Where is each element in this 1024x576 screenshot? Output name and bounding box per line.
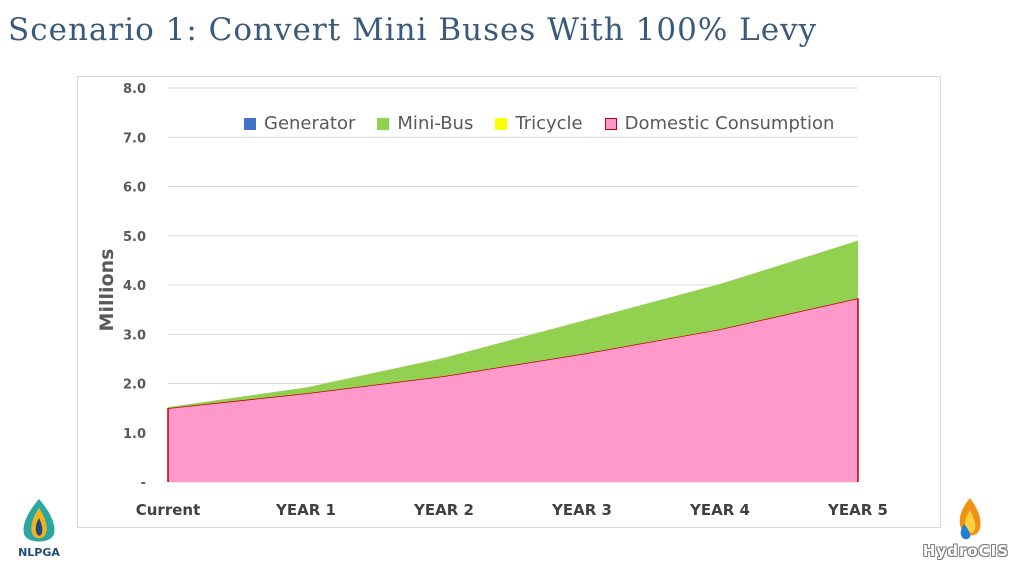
x-tick-label: YEAR 5 xyxy=(827,501,888,519)
legend-label-tricycle: Tricycle xyxy=(515,113,583,134)
chart-legend: Generator Mini-Bus Tricycle Domestic Con… xyxy=(244,113,834,134)
y-tick-label: 4.0 xyxy=(123,279,146,294)
y-tick-label: 3.0 xyxy=(123,328,146,343)
y-tick-label: 7.0 xyxy=(123,131,146,146)
hydrocis-logo-text: HydroCIS xyxy=(922,542,1010,560)
slide-title: Scenario 1: Convert Mini Buses With 100%… xyxy=(8,12,818,48)
y-axis-ticks: - 1.0 2.0 3.0 4.0 5.0 6.0 7.0 8.0 xyxy=(123,82,146,491)
flame-drop-icon xyxy=(23,499,55,542)
y-tick-label: 5.0 xyxy=(123,230,146,245)
legend-item-mini-bus: Mini-Bus xyxy=(377,113,473,134)
x-tick-label: YEAR 4 xyxy=(689,501,750,519)
y-tick-label: 6.0 xyxy=(123,181,146,196)
fire-drop-icon xyxy=(959,498,981,540)
x-tick-label: YEAR 2 xyxy=(413,501,474,519)
x-tick-label: YEAR 1 xyxy=(275,501,336,519)
legend-swatch-mini-bus xyxy=(377,117,390,130)
y-tick-label: - xyxy=(141,476,146,491)
area-mini-bus xyxy=(168,240,858,409)
area-domestic-consumption xyxy=(168,298,858,482)
legend-label-domestic-consumption: Domestic Consumption xyxy=(624,113,835,134)
y-axis-label: Millions xyxy=(96,249,118,332)
legend-item-domestic-consumption: Domestic Consumption xyxy=(604,113,835,134)
legend-swatch-tricycle xyxy=(495,117,508,130)
y-tick-label: 8.0 xyxy=(123,82,146,97)
legend-swatch-generator xyxy=(244,117,256,130)
x-tick-label: YEAR 3 xyxy=(551,501,612,519)
legend-item-tricycle: Tricycle xyxy=(495,113,583,134)
legend-swatch-domestic-consumption xyxy=(604,117,617,130)
y-tick-label: 2.0 xyxy=(123,378,146,393)
nlpga-logo-text: NLPGA xyxy=(18,546,60,559)
x-axis-ticks: Current YEAR 1 YEAR 2 YEAR 3 YEAR 4 YEAR 5 xyxy=(136,501,888,519)
area-series xyxy=(167,240,859,482)
legend-item-generator: Generator xyxy=(244,113,355,134)
legend-label-mini-bus: Mini-Bus xyxy=(397,113,474,134)
nlpga-logo: NLPGA xyxy=(8,496,70,566)
x-tick-label: Current xyxy=(136,501,201,519)
legend-label-generator: Generator xyxy=(264,113,356,134)
y-tick-label: 1.0 xyxy=(123,427,146,442)
hydrocis-logo: HydroCIS xyxy=(914,494,1018,566)
